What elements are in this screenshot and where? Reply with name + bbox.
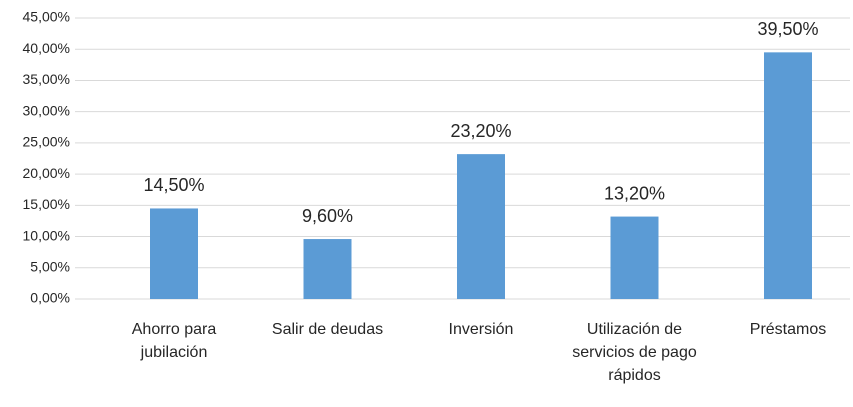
y-tick-label: 5,00% [30,258,70,274]
y-tick-label: 25,00% [23,134,70,150]
value-label: 13,20% [604,183,665,203]
bar [610,216,659,299]
y-tick-label: 20,00% [23,165,70,181]
y-tick-label: 30,00% [23,102,70,118]
value-label: 23,20% [450,121,511,141]
y-tick-label: 45,00% [23,9,70,25]
bar [764,52,812,299]
x-tick-label: Ahorro para jubilación [131,321,217,361]
y-tick-label: 15,00% [23,196,70,212]
x-tick-label: Utilización de servicios de pago rápidos [572,321,697,384]
y-tick-label: 35,00% [23,71,70,87]
value-label: 9,60% [302,206,353,226]
x-tick-label: Inversión [448,321,514,338]
y-tick-label: 10,00% [23,227,70,243]
x-tick-label: Salir de deudas [271,321,384,338]
x-tick-label: Préstamos [749,321,827,338]
y-tick-label: 0,00% [30,290,70,306]
value-label: 14,50% [143,175,204,195]
y-tick-label: 40,00% [23,40,70,56]
bar [457,154,505,299]
value-label: 39,50% [757,19,818,39]
bar [150,208,198,299]
bar [303,239,352,299]
